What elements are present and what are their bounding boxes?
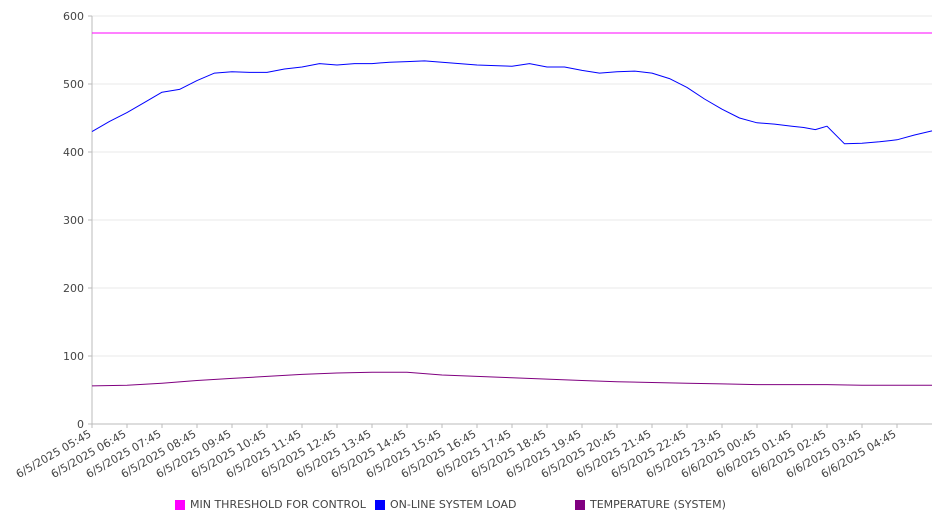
series-lines bbox=[91, 32, 933, 387]
legend: MIN THRESHOLD FOR CONTROL ON-LINE SYSTEM… bbox=[0, 498, 946, 516]
x-axis-ticks: 6/5/2025 05:456/5/2025 06:456/5/2025 07:… bbox=[14, 424, 899, 481]
legend-swatch-system-load bbox=[375, 499, 385, 510]
gridlines bbox=[92, 15, 932, 357]
y-tick-label-0: 0 bbox=[77, 418, 84, 431]
legend-item-temperature[interactable]: TEMPERATURE (SYSTEM) bbox=[575, 498, 726, 511]
y-tick-label-400: 400 bbox=[63, 146, 84, 159]
legend-item-system-load[interactable]: ON-LINE SYSTEM LOAD bbox=[375, 498, 516, 511]
y-tick-label-200: 200 bbox=[63, 282, 84, 295]
y-tick-label-300: 300 bbox=[63, 214, 84, 227]
legend-swatch-min-threshold bbox=[175, 499, 185, 510]
legend-swatch-temperature bbox=[575, 499, 585, 510]
legend-label-temperature: TEMPERATURE (SYSTEM) bbox=[590, 498, 726, 511]
legend-label-system-load: ON-LINE SYSTEM LOAD bbox=[390, 498, 517, 511]
y-tick-label-500: 500 bbox=[63, 78, 84, 91]
y-axis-ticks: 0 100 200 300 400 500 600 bbox=[63, 10, 92, 431]
series-line-2 bbox=[91, 371, 932, 387]
legend-item-min-threshold[interactable]: MIN THRESHOLD FOR CONTROL bbox=[175, 498, 366, 511]
y-tick-label-100: 100 bbox=[63, 350, 84, 363]
series-line-1 bbox=[91, 60, 933, 145]
legend-label-min-threshold: MIN THRESHOLD FOR CONTROL bbox=[190, 498, 366, 511]
y-tick-label-600: 600 bbox=[63, 10, 84, 23]
